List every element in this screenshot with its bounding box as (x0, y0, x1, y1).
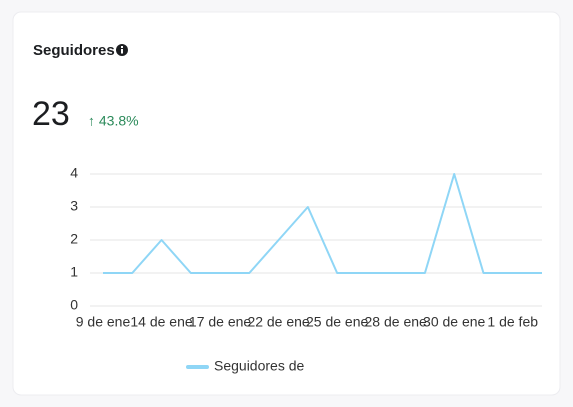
y-tick-label: 3 (70, 198, 78, 214)
x-tick-label: 1 de feb (487, 314, 538, 330)
y-tick-label: 4 (70, 165, 78, 181)
change-value: ↑ 43.8% (88, 113, 139, 129)
x-tick-label: 30 de ene (423, 314, 485, 330)
x-tick-label: 14 de ene (130, 314, 192, 330)
legend-label: Seguidores de (214, 358, 305, 374)
card-title: Seguidores (33, 42, 115, 59)
info-icon[interactable] (116, 44, 128, 56)
x-tick-label: 25 de ene (306, 314, 368, 330)
y-tick-label: 1 (70, 264, 78, 280)
x-tick-label: 22 de ene (247, 314, 309, 330)
y-tick-label: 0 (70, 297, 78, 313)
total-value: 23 (32, 95, 70, 133)
y-tick-label: 2 (70, 231, 78, 247)
card-frame (12, 11, 561, 396)
x-tick-label: 17 de ene (189, 314, 251, 330)
series-line (103, 173, 542, 274)
x-tick-label: 28 de ene (365, 314, 427, 330)
x-tick-label: 9 de ene (76, 314, 131, 330)
